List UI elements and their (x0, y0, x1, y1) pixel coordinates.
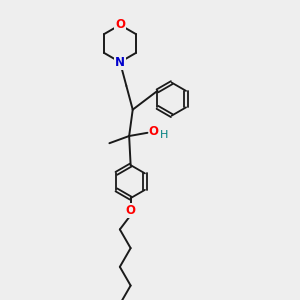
Text: O: O (126, 204, 136, 217)
Text: H: H (160, 130, 168, 140)
Text: O: O (115, 18, 125, 32)
Text: N: N (115, 56, 125, 69)
Text: O: O (148, 125, 158, 138)
